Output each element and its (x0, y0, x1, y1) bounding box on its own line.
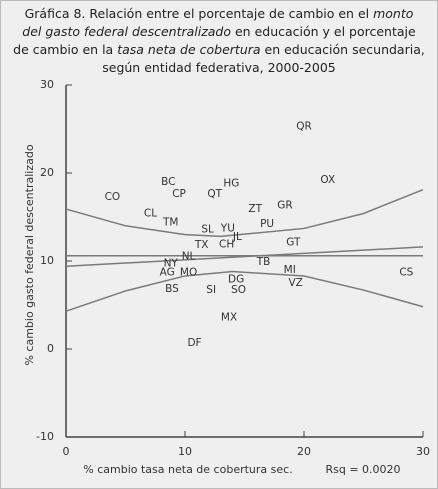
state-point: NL (182, 251, 196, 263)
state-point: SI (206, 284, 216, 296)
state-point: QR (296, 120, 312, 132)
state-point: GT (286, 237, 301, 249)
state-point: QT (207, 188, 222, 200)
y-tick-label: 30 (40, 78, 54, 91)
state-point: SL (201, 223, 214, 235)
state-point: DG (228, 273, 244, 285)
state-point: OX (320, 174, 335, 186)
state-point: VZ (288, 277, 302, 289)
state-point: NY (164, 258, 179, 270)
x-tick-label: 20 (297, 445, 311, 458)
state-point: HG (223, 178, 239, 190)
state-point: TB (256, 256, 271, 268)
state-point: ZT (248, 203, 262, 215)
state-point: DF (187, 337, 201, 349)
title-segment: del gasto federal descentralizado (22, 24, 231, 39)
fit-line (65, 246, 424, 268)
x-axis-label: % cambio tasa neta de cobertura sec. (83, 463, 292, 476)
state-point: BS (165, 283, 179, 295)
y-tick-label: 20 (40, 166, 54, 179)
title-segment: de cambio en la (13, 42, 117, 57)
state-point: CL (144, 207, 157, 219)
state-point: GR (277, 200, 292, 212)
chart-title-line: de cambio en la tasa neta de cobertura e… (13, 42, 425, 57)
y-tick-label: 0 (47, 342, 54, 355)
y-tick-label: -10 (36, 430, 54, 443)
title-segment: en educación y el porcentaje (231, 24, 416, 39)
state-point: PU (260, 218, 274, 230)
state-point: MX (221, 311, 237, 323)
rsq-annotation: Rsq = 0.0020 (325, 463, 400, 476)
x-tick-label: 30 (416, 445, 430, 458)
title-segment: tasa neta de cobertura (117, 42, 260, 57)
chart-title-line: del gasto federal descentralizado en edu… (22, 24, 416, 39)
state-point: SO (231, 284, 246, 296)
state-point: CS (399, 266, 413, 278)
state-point: TX (194, 239, 209, 251)
title-segment: en educación secundaria, (261, 42, 425, 57)
state-point: BC (161, 176, 175, 188)
title-segment: monto (373, 6, 414, 21)
state-point: MI (284, 264, 296, 276)
x-tick-label: 0 (63, 445, 70, 458)
chart-title-line: Gráfica 8. Relación entre el porcentaje … (25, 6, 414, 21)
state-point: CO (105, 191, 121, 203)
state-point: JL (232, 231, 242, 243)
y-axis-label: % cambio gasto federal descentralizado (23, 144, 36, 365)
state-point: AG (160, 266, 175, 278)
y-tick-label: 10 (40, 254, 54, 267)
fit-line (65, 270, 424, 312)
title-segment: Gráfica 8. Relación entre el porcentaje … (25, 6, 373, 21)
fit-line (65, 189, 424, 238)
state-point: MO (180, 266, 197, 278)
x-tick-label: 10 (178, 445, 192, 458)
title-segment: según entidad federativa, 2000-2005 (102, 60, 335, 75)
state-point: TM (162, 216, 178, 228)
state-point: CP (172, 188, 186, 200)
state-point: YU (220, 222, 235, 234)
chart-title-line: según entidad federativa, 2000-2005 (102, 60, 335, 75)
state-point: CH (219, 238, 234, 250)
